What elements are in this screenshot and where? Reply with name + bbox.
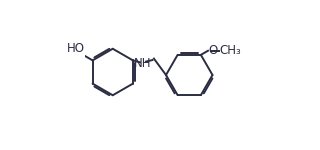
Text: O: O [209, 44, 218, 57]
Text: HO: HO [67, 42, 85, 56]
Text: CH₃: CH₃ [220, 44, 241, 57]
Text: NH: NH [134, 57, 151, 70]
